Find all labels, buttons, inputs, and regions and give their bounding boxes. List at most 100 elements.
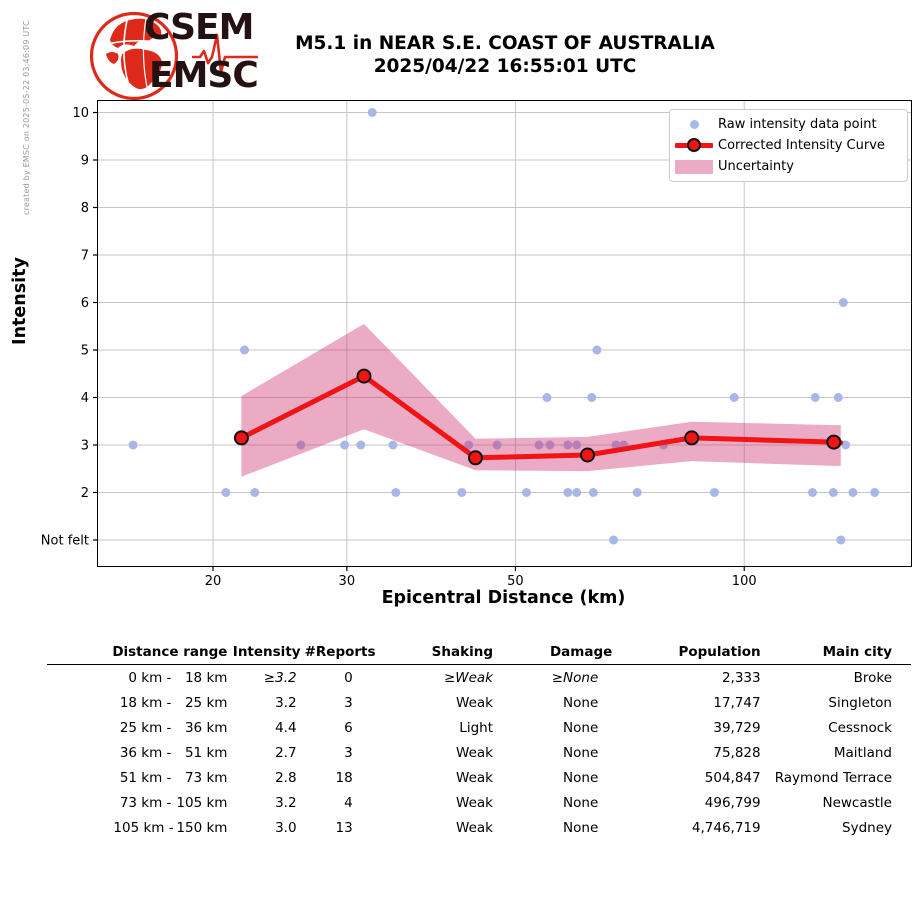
legend-row-uncertainty: Uncertainty <box>670 156 907 177</box>
table-header-cell: Damage <box>497 640 614 665</box>
table-cell: 3 <box>305 690 376 715</box>
table-cell: 73 km -105 km <box>47 790 231 815</box>
raw-intensity-point <box>589 488 598 497</box>
chart-legend: Raw intensity data point Corrected Inten… <box>669 109 908 182</box>
chart-title: M5.1 in NEAR S.E. COAST OF AUSTRALIA 202… <box>250 32 760 78</box>
table-row: 51 km -73 km2.818WeakNone504,847Raymond … <box>47 765 911 790</box>
table-header-cell: #Reports <box>305 640 376 665</box>
table-cell: Weak <box>376 765 497 790</box>
table-cell: 6 <box>305 715 376 740</box>
table-cell: Raymond Terrace <box>765 765 911 790</box>
title-datetime: 2025/04/22 16:55:01 UTC <box>250 55 760 78</box>
table-cell: 3.2 <box>231 690 304 715</box>
raw-intensity-point <box>870 488 879 497</box>
raw-intensity-point <box>250 488 259 497</box>
table-cell: 2.7 <box>231 740 304 765</box>
table-cell: Sydney <box>765 815 911 840</box>
table-cell: 36 km -51 km <box>47 740 231 765</box>
legend-label-uncertainty: Uncertainty <box>718 159 794 174</box>
raw-intensity-point <box>356 441 365 450</box>
legend-label-curve: Corrected Intensity Curve <box>718 138 885 153</box>
page: { "watermark": "created by EMSC on 2025-… <box>0 0 915 905</box>
table-body: 0 km -18 km≥3.20≥Weak≥None2,333Broke18 k… <box>47 665 911 841</box>
raw-intensity-point <box>389 441 398 450</box>
y-tick-label: 7 <box>81 249 89 264</box>
raw-intensity-point <box>129 441 138 450</box>
curve-line-icon <box>670 143 718 148</box>
table-header-cell: Population <box>614 640 764 665</box>
raw-intensity-point <box>522 488 531 497</box>
table-cell: None <box>497 765 614 790</box>
table-cell: None <box>497 740 614 765</box>
table-header-cell: Distance range <box>47 640 231 665</box>
raw-intensity-point <box>710 488 719 497</box>
table-cell: 17,747 <box>614 690 764 715</box>
table-cell: Broke <box>765 665 911 691</box>
curve-marker <box>358 370 371 383</box>
raw-intensity-point <box>542 393 551 402</box>
raw-intensity-point <box>563 488 572 497</box>
table-cell: None <box>497 790 614 815</box>
legend-label-raw: Raw intensity data point <box>718 117 877 132</box>
y-axis-label: Intensity <box>10 250 32 352</box>
table-cell: 0 km -18 km <box>47 665 231 691</box>
curve-marker <box>581 449 594 462</box>
table-cell: 2,333 <box>614 665 764 691</box>
raw-intensity-point <box>633 488 642 497</box>
table-cell: Light <box>376 715 497 740</box>
y-tick-label: 2 <box>81 486 89 501</box>
table-cell: 4.4 <box>231 715 304 740</box>
raw-intensity-point <box>848 488 857 497</box>
raw-intensity-point <box>829 488 838 497</box>
raw-intensity-point <box>839 298 848 307</box>
table-cell: 3.2 <box>231 790 304 815</box>
table-cell: 18 <box>305 765 376 790</box>
table-row: 73 km -105 km3.24WeakNone496,799Newcastl… <box>47 790 911 815</box>
table-cell: 18 km -25 km <box>47 690 231 715</box>
raw-intensity-point <box>587 393 596 402</box>
raw-intensity-point <box>834 393 843 402</box>
raw-intensity-point <box>391 488 400 497</box>
table-cell: 0 <box>305 665 376 691</box>
logo-text-csem: CSEM <box>144 10 253 46</box>
y-tick-label: 8 <box>81 201 89 216</box>
table-row: 25 km -36 km4.46LightNone39,729Cessnock <box>47 715 911 740</box>
y-tick-label: Not felt <box>41 534 89 549</box>
y-tick-label: 3 <box>81 439 89 454</box>
table-row: 36 km -51 km2.73WeakNone75,828Maitland <box>47 740 911 765</box>
table-cell: Singleton <box>765 690 911 715</box>
table-cell: Newcastle <box>765 790 911 815</box>
table-cell: 75,828 <box>614 740 764 765</box>
x-tick-label: 20 <box>205 574 222 589</box>
curve-marker <box>685 431 698 444</box>
raw-intensity-point <box>572 488 581 497</box>
table-cell: 504,847 <box>614 765 764 790</box>
table-cell: 51 km -73 km <box>47 765 231 790</box>
y-tick-label: 6 <box>81 296 89 311</box>
table-cell: 496,799 <box>614 790 764 815</box>
table-cell: Weak <box>376 815 497 840</box>
table-cell: Weak <box>376 690 497 715</box>
table-cell: None <box>497 715 614 740</box>
table-header-cell: Intensity <box>231 640 304 665</box>
table-row: 105 km -150 km3.013WeakNone4,746,719Sydn… <box>47 815 911 840</box>
uncertainty-patch-icon <box>670 160 718 174</box>
table-cell: None <box>497 815 614 840</box>
table-cell: None <box>497 690 614 715</box>
curve-marker <box>235 431 248 444</box>
raw-intensity-point <box>836 536 845 545</box>
table-cell: 39,729 <box>614 715 764 740</box>
table-cell: 105 km -150 km <box>47 815 231 840</box>
table-cell: Maitland <box>765 740 911 765</box>
table-cell: ≥3.2 <box>231 665 304 691</box>
table-cell: 4,746,719 <box>614 815 764 840</box>
x-tick-label: 50 <box>507 574 524 589</box>
x-axis-label: Epicentral Distance (km) <box>97 588 910 608</box>
y-tick-label: 5 <box>81 344 89 359</box>
table-cell: Weak <box>376 740 497 765</box>
raw-intensity-point <box>457 488 466 497</box>
table-cell: Weak <box>376 790 497 815</box>
intensity-plot: 1098765432Not felt203050100 Raw intensit… <box>97 100 912 567</box>
legend-row-raw: Raw intensity data point <box>670 114 907 135</box>
table-cell: Cessnock <box>765 715 911 740</box>
